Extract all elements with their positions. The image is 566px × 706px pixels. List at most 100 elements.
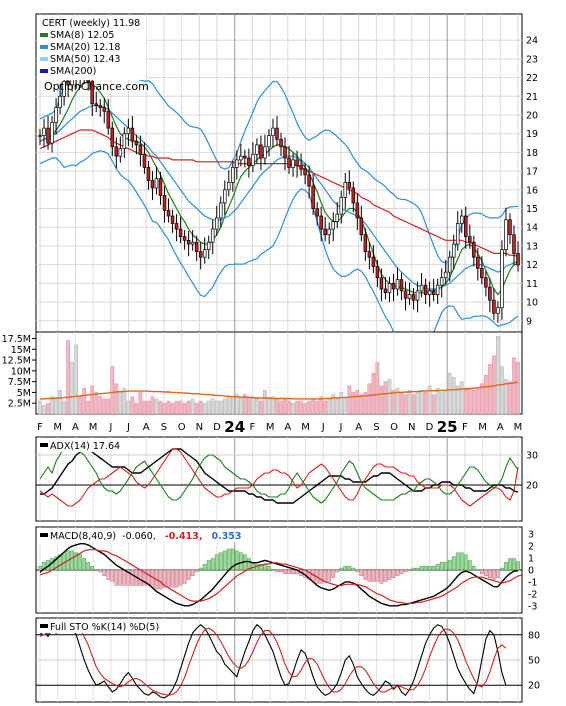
- macd-hist-bar: [335, 569, 340, 573]
- x-month-label: N: [196, 422, 203, 433]
- volume-bar: [182, 402, 187, 415]
- candle-body: [496, 307, 500, 314]
- candle-body: [315, 208, 319, 217]
- volume-bar: [230, 396, 235, 415]
- macd-tick-label: -1: [528, 577, 537, 588]
- volume-bar: [206, 400, 211, 415]
- candle-body: [387, 283, 392, 294]
- x-month-label: A: [72, 422, 79, 433]
- volume-bar: [315, 400, 320, 415]
- volume-bar: [54, 398, 58, 415]
- volume-bar: [403, 394, 408, 415]
- macd-hist-bar: [78, 554, 83, 571]
- macd-hist-bar: [467, 560, 472, 571]
- macd-signal-line: [39, 549, 523, 604]
- macd-hist-bar: [411, 567, 416, 571]
- volume-bar: [459, 381, 464, 415]
- volume-tick-label: 15M: [11, 345, 31, 356]
- candle-body: [227, 182, 231, 191]
- candle-body: [359, 217, 364, 236]
- price-tick-label: 20: [526, 111, 538, 122]
- macd-hist-bar: [351, 567, 356, 571]
- macd-hist-bar: [271, 569, 275, 571]
- adx-tick-label: 30: [526, 451, 538, 462]
- volume-bar: [335, 398, 340, 415]
- volume-bar: [62, 400, 66, 415]
- candle-body: [291, 159, 295, 168]
- x-month-label: A: [284, 422, 291, 433]
- x-month-label: J: [338, 422, 342, 433]
- macd-hist-bar: [251, 562, 255, 571]
- stochastic-k-line: [39, 621, 507, 699]
- macd-hist-bar: [62, 552, 66, 571]
- stochastic-legend-box: [38, 620, 166, 633]
- candle-body: [363, 234, 368, 252]
- price-tick-label: 10: [526, 298, 538, 309]
- macd-hist-bar: [459, 552, 464, 571]
- candle-body: [106, 110, 111, 129]
- x-month-label: M: [53, 422, 62, 433]
- x-month-label: 24: [224, 418, 245, 436]
- volume-bar: [42, 405, 46, 415]
- candle-body: [178, 228, 183, 237]
- macd-hist-bar: [166, 569, 171, 588]
- volume-bar: [102, 398, 107, 415]
- candle-body: [415, 290, 420, 301]
- macd-hist-bar: [443, 562, 448, 571]
- macd-hist-bar: [379, 569, 384, 584]
- volume-bar: [279, 400, 283, 415]
- macd-legend-hist: 0.353: [211, 531, 241, 542]
- candle-body: [263, 146, 267, 159]
- price-tick-label: 12: [526, 260, 538, 271]
- volume-bar: [379, 385, 384, 415]
- x-month-label: 25: [437, 418, 458, 436]
- legend-swatch: [40, 33, 48, 37]
- candle-body: [395, 279, 400, 290]
- volume-bar: [226, 396, 231, 415]
- volume-bar: [243, 394, 247, 415]
- volume-bar: [90, 385, 95, 415]
- macd-hist-bar: [170, 569, 175, 588]
- macd-hist-bar: [267, 565, 271, 571]
- candle-body: [335, 213, 339, 222]
- candle-body: [516, 253, 520, 266]
- volume-bar: [238, 396, 243, 415]
- candle-body: [210, 228, 215, 243]
- candle-body: [303, 168, 307, 176]
- volume-bar: [122, 387, 127, 415]
- mdi-line: [39, 448, 519, 507]
- macd-hist-bar: [391, 569, 396, 578]
- candle-body: [150, 180, 155, 189]
- macd-hist-bar: [387, 569, 392, 580]
- volume-bar: [118, 392, 123, 415]
- candle-body: [423, 284, 428, 295]
- volume-bar: [359, 394, 364, 415]
- macd-lines: [39, 543, 523, 607]
- volume-bar: [411, 394, 416, 415]
- candle-body: [379, 277, 384, 290]
- volume-bar: [343, 398, 348, 415]
- candle-body: [287, 157, 291, 168]
- candle-body: [339, 196, 344, 215]
- x-month-label: M: [514, 422, 523, 433]
- candle-body: [198, 251, 203, 258]
- candle-body: [114, 146, 119, 157]
- macd-hist-bar: [275, 569, 279, 573]
- volume-bar: [138, 392, 143, 415]
- candle-body: [186, 239, 191, 245]
- volume-bar: [186, 400, 191, 415]
- macd-hist-bar: [98, 569, 103, 573]
- candle-body: [472, 241, 476, 258]
- volume-bar: [106, 398, 111, 415]
- candle-body: [58, 95, 62, 108]
- macd-hist-bar: [471, 565, 476, 571]
- macd-hist-bar: [475, 569, 480, 571]
- candle-body: [90, 80, 94, 105]
- bollinger-lower-line: [39, 150, 519, 365]
- candle-body: [214, 217, 219, 230]
- volume-bar: [283, 398, 287, 415]
- price-tick-label: 19: [526, 129, 538, 140]
- macd-hist-bar: [319, 569, 324, 584]
- macd-hist-bar: [38, 565, 42, 571]
